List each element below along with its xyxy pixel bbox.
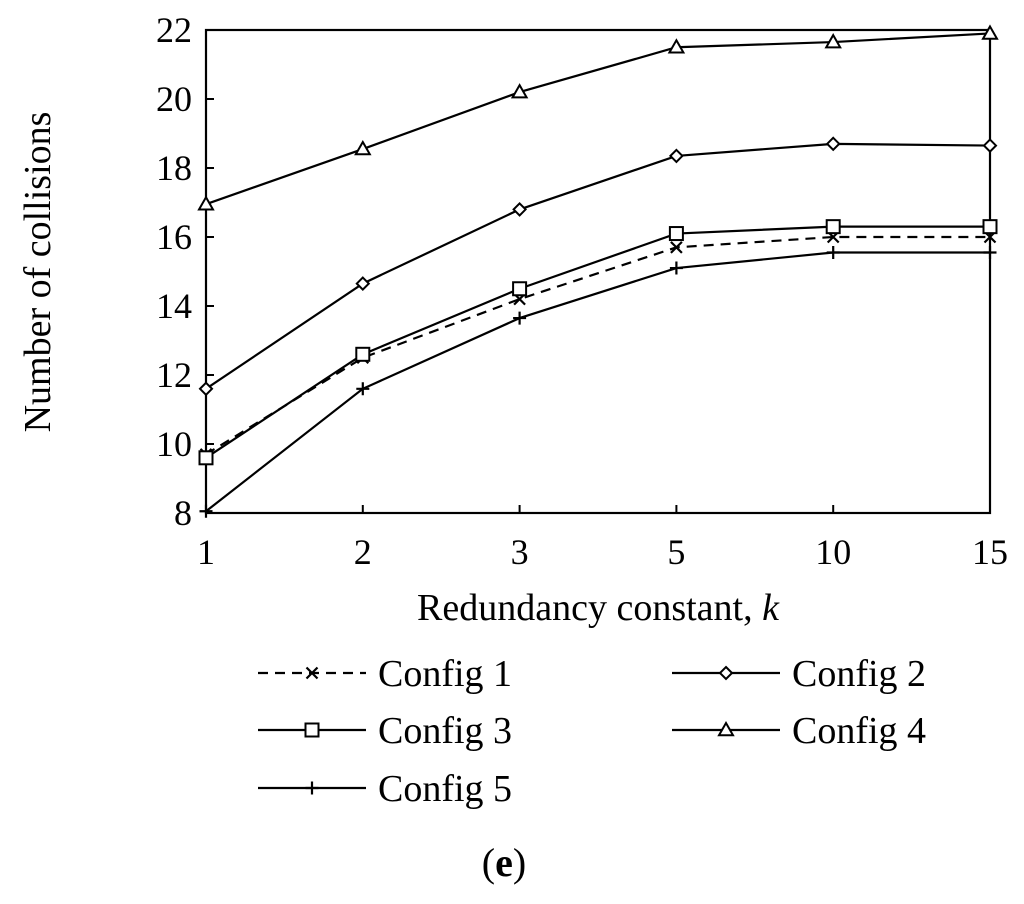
series-line-config-4 [205, 32, 991, 206]
legend-marker [305, 781, 319, 795]
data-point [670, 241, 683, 254]
x-tick-label: 15 [972, 532, 1008, 572]
data-point [982, 138, 998, 153]
data-point [199, 504, 213, 518]
legend-label: Config 2 [792, 653, 926, 695]
series-config-1 [199, 230, 997, 461]
legend-marker [305, 666, 319, 680]
y-tick-label: 10 [156, 424, 192, 464]
y-tick-label: 18 [156, 148, 192, 188]
legend: Config 1 Config 2 Config 3 Config 4 Config 5 [258, 653, 926, 810]
data-point [825, 136, 841, 152]
legend-item-config-1: Config 1 [258, 653, 512, 695]
series-line-config-2 [205, 142, 991, 390]
legend-label: Config 1 [378, 653, 512, 695]
series-line-config-5 [205, 251, 990, 513]
series-group [197, 24, 999, 518]
data-point [826, 246, 840, 260]
series-config-4 [197, 24, 999, 211]
y-tick-label: 20 [156, 79, 192, 119]
data-point [355, 276, 371, 291]
legend-label: Config 5 [378, 768, 512, 810]
data-point [825, 219, 841, 235]
x-axis-title: Redundancy constant, k [417, 587, 780, 629]
series-config-5 [199, 246, 997, 518]
data-point [668, 148, 684, 164]
x-tick-label: 1 [197, 532, 215, 572]
data-point [354, 140, 372, 156]
series-config-3 [198, 219, 998, 466]
panel-label-open: ( [482, 840, 495, 885]
x-tick-label: 3 [511, 532, 529, 572]
data-point [513, 311, 527, 325]
series-line-config-1 [205, 235, 990, 456]
data-point [510, 83, 529, 99]
legend-item-config-3: Config 3 [258, 710, 512, 752]
x-axis-title-variable: k [762, 587, 780, 629]
data-point [982, 219, 998, 235]
series-line-config-3 [205, 225, 990, 459]
x-tick-label: 2 [354, 532, 372, 572]
legend-item-config-4: Config 4 [672, 710, 926, 752]
legend-marker [304, 722, 320, 738]
data-point [356, 382, 370, 396]
data-point [197, 195, 215, 211]
data-point [981, 24, 999, 40]
data-point [824, 33, 842, 49]
y-tick-label: 12 [156, 355, 192, 395]
data-point [355, 346, 371, 362]
plot-frame [204, 28, 992, 515]
panel-label-letter: e [495, 840, 513, 885]
data-point [668, 226, 684, 242]
data-point [198, 450, 214, 466]
data-point [512, 201, 528, 217]
legend-item-config-2: Config 2 [672, 653, 926, 695]
data-point [512, 281, 528, 297]
x-tick-label: 10 [815, 532, 851, 572]
legend-marker [717, 720, 735, 737]
data-point [669, 261, 683, 275]
y-tick-label: 8 [174, 493, 192, 533]
legend-label: Config 4 [792, 710, 926, 752]
y-tick-label: 16 [156, 217, 192, 257]
y-tick-label: 22 [156, 10, 192, 50]
legend-item-config-5: Config 5 [258, 768, 512, 810]
y-tick-label: 14 [156, 286, 192, 326]
legend-marker [718, 665, 734, 681]
panel-label-close: ) [513, 840, 526, 885]
x-axis-title-text: Redundancy constant, [417, 587, 762, 629]
panel-label: (e) [482, 840, 526, 885]
legend-label: Config 3 [378, 710, 512, 752]
data-point [198, 381, 214, 397]
x-tick-label: 5 [667, 532, 685, 572]
data-point [983, 246, 997, 260]
data-point [667, 38, 686, 54]
series-config-2 [198, 136, 998, 397]
y-axis-title: Number of collisions [17, 112, 59, 433]
